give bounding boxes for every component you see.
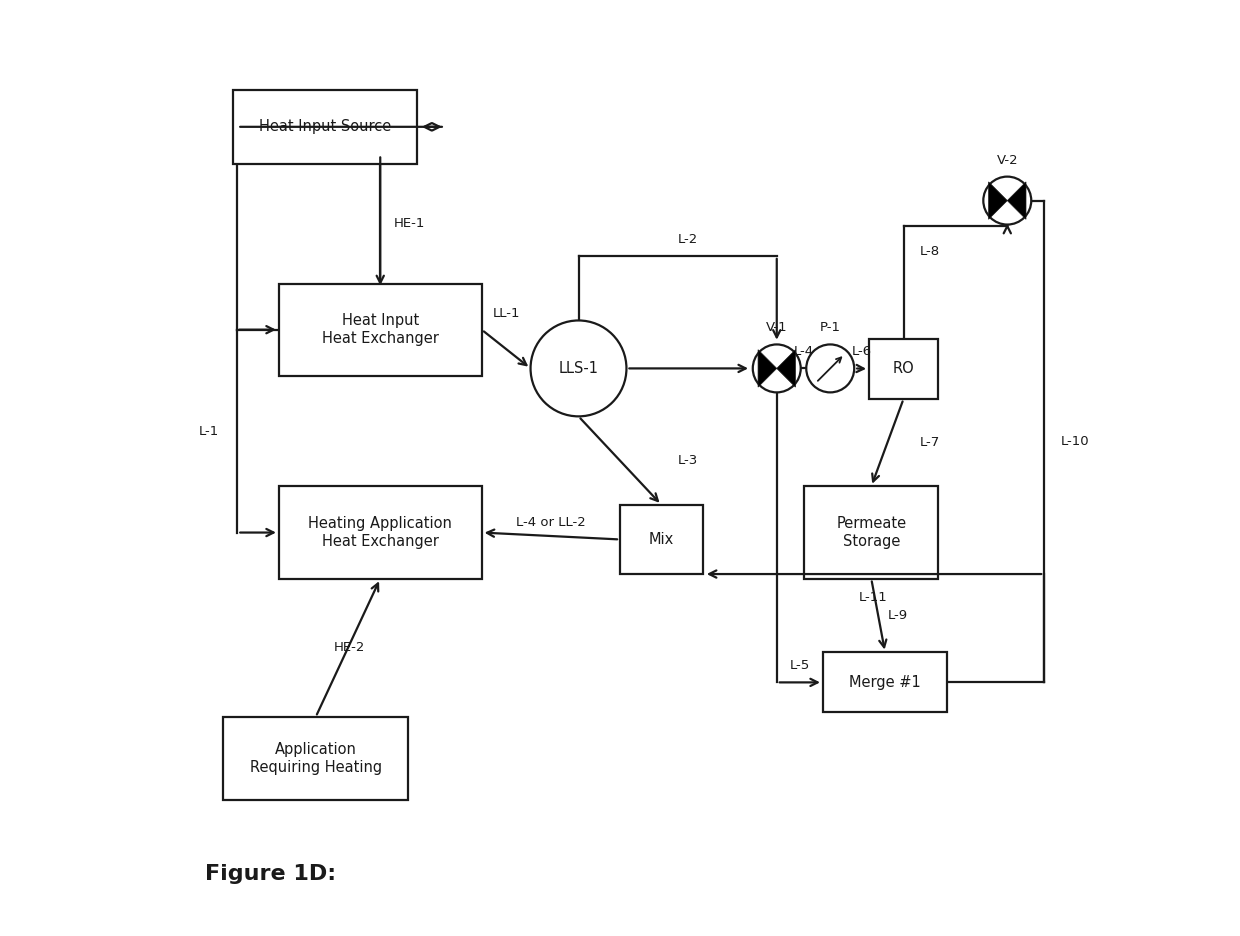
Text: P-1: P-1 <box>820 321 841 334</box>
Polygon shape <box>988 182 1007 219</box>
Text: L-8: L-8 <box>920 245 940 257</box>
Text: L-3: L-3 <box>678 454 698 467</box>
Text: V-2: V-2 <box>997 154 1018 167</box>
Text: Permeate
Storage: Permeate Storage <box>836 517 906 548</box>
Text: L-2: L-2 <box>677 233 698 246</box>
Text: Heat Input
Heat Exchanger: Heat Input Heat Exchanger <box>322 314 439 346</box>
Text: L-1: L-1 <box>198 425 219 438</box>
Text: LLS-1: LLS-1 <box>558 361 599 376</box>
Polygon shape <box>758 350 776 388</box>
FancyBboxPatch shape <box>279 284 481 375</box>
FancyBboxPatch shape <box>823 652 947 712</box>
Text: L-4: L-4 <box>794 345 813 358</box>
Text: L-6: L-6 <box>852 345 872 358</box>
Text: Application
Requiring Heating: Application Requiring Heating <box>249 742 382 775</box>
Text: L-10: L-10 <box>1060 435 1090 448</box>
Text: HE-1: HE-1 <box>394 217 425 230</box>
Text: L-4 or LL-2: L-4 or LL-2 <box>516 517 585 530</box>
Polygon shape <box>1007 182 1025 219</box>
FancyBboxPatch shape <box>620 505 703 574</box>
Text: Heat Input Source: Heat Input Source <box>259 119 391 135</box>
Text: HE-2: HE-2 <box>334 641 366 654</box>
Text: Mix: Mix <box>649 532 675 547</box>
Text: V-1: V-1 <box>766 321 787 334</box>
Text: L-11: L-11 <box>859 591 888 604</box>
Circle shape <box>983 177 1032 225</box>
FancyBboxPatch shape <box>805 487 939 578</box>
Text: Figure 1D:: Figure 1D: <box>205 864 336 884</box>
Text: RO: RO <box>893 361 914 376</box>
Text: Heating Application
Heat Exchanger: Heating Application Heat Exchanger <box>309 517 453 548</box>
Text: LL-1: LL-1 <box>492 307 520 319</box>
Circle shape <box>531 320 626 417</box>
FancyBboxPatch shape <box>233 90 417 164</box>
Text: Merge #1: Merge #1 <box>849 675 921 690</box>
Polygon shape <box>776 350 795 388</box>
Circle shape <box>753 344 801 392</box>
Circle shape <box>806 344 854 392</box>
Text: L-7: L-7 <box>920 436 940 449</box>
Text: L-9: L-9 <box>888 609 908 622</box>
FancyBboxPatch shape <box>279 487 481 578</box>
Text: L-5: L-5 <box>790 659 810 672</box>
FancyBboxPatch shape <box>223 717 408 800</box>
FancyBboxPatch shape <box>869 339 939 399</box>
